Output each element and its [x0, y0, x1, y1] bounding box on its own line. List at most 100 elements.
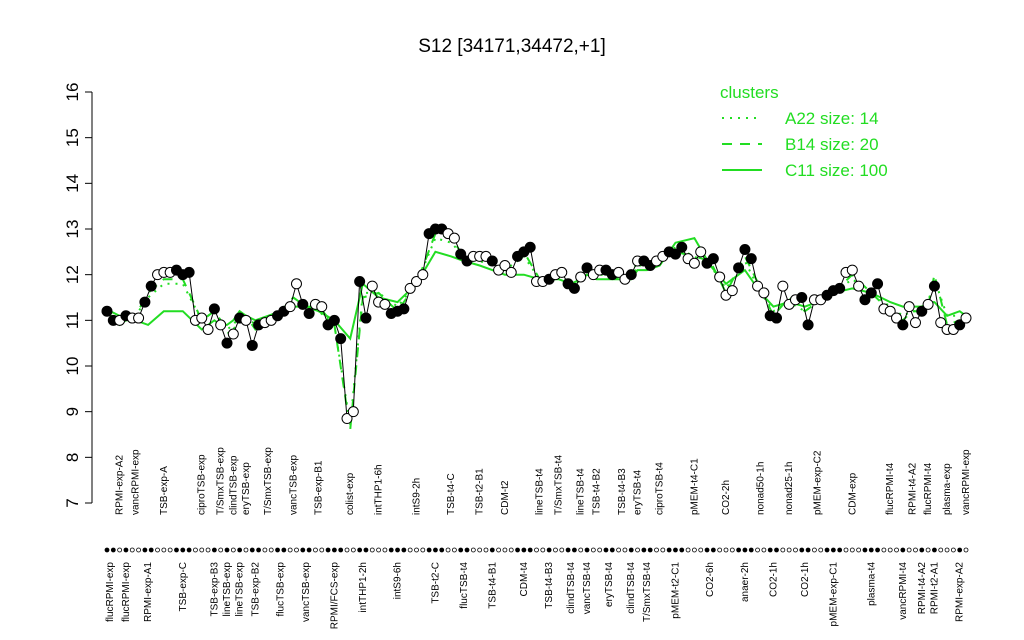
rug-point [470, 547, 476, 553]
rug-point [780, 547, 786, 553]
x-label: TSB-exp-B1 [314, 460, 325, 515]
rug-point [294, 547, 299, 553]
rug-point [357, 547, 363, 553]
x-label: colist-exp [345, 472, 356, 515]
rug-point [376, 547, 381, 553]
x-label: intS9-6h [393, 562, 404, 599]
rug-point [243, 547, 249, 553]
rug-point [515, 547, 520, 553]
rug-point [167, 547, 173, 553]
data-point [366, 280, 378, 292]
rug-point [609, 547, 615, 553]
data-point [922, 298, 934, 310]
rug-point [306, 547, 312, 553]
x-label: TSB-exp-B2 [250, 562, 261, 617]
x-label: flucTSB-exp [276, 562, 287, 617]
data-point [284, 301, 296, 313]
data-point [202, 323, 214, 335]
rug-point [110, 547, 116, 553]
data-point [758, 287, 770, 299]
rug-point [578, 547, 584, 553]
data-point [417, 269, 429, 281]
x-label: TSB-exp-C [178, 562, 189, 611]
data-point [853, 280, 865, 292]
x-label: vancTSB-t4 [582, 562, 593, 615]
data-point [771, 312, 783, 324]
rug-point [521, 547, 527, 553]
data-point [486, 255, 498, 267]
rug-point [186, 547, 192, 553]
x-label: ciproTSB-t4 [655, 462, 666, 515]
rug-point [407, 547, 413, 553]
x-label: RPMI-exp-A1 [143, 562, 154, 622]
x-label: RPMI-exp-A2 [115, 455, 126, 515]
rug-point [818, 547, 824, 553]
rug-point [458, 547, 464, 553]
data-point [625, 269, 637, 281]
rug-point [698, 547, 704, 553]
data-point [568, 282, 580, 294]
x-label: TSB-exp-B3 [209, 562, 220, 617]
rug-point [723, 547, 729, 553]
x-label: vancTSB-exp [301, 562, 312, 622]
y-tick-label: 16 [63, 83, 82, 102]
data-point [455, 248, 467, 260]
x-label: RPMI-exp-A2 [955, 562, 966, 622]
y-tick-label: 10 [63, 357, 82, 376]
rug-point [249, 547, 255, 553]
rug-point [508, 547, 514, 553]
x-label: TSB-t2-B1 [475, 468, 486, 515]
data-point [916, 305, 928, 317]
data-point [208, 303, 220, 315]
y-tick-label: 13 [63, 220, 82, 239]
rug-point [571, 547, 577, 553]
rug-point [262, 547, 268, 553]
rug-point [704, 547, 710, 553]
x-label: CO2-1h [800, 562, 811, 597]
x-label: CO2-1h [768, 562, 779, 597]
x-label: RPMI-t4-A2 [917, 562, 928, 615]
data-point [865, 287, 877, 299]
x-label: eryTSB-t4 [604, 562, 615, 607]
rug-point [812, 547, 817, 553]
rug-point [395, 547, 400, 553]
x-label: intTHP1-2h [358, 562, 369, 613]
rug-point [559, 547, 565, 553]
x-label: flucRPMI-exp [121, 562, 132, 622]
data-point [707, 253, 719, 265]
data-point [139, 296, 151, 308]
rug-point [489, 547, 495, 553]
x-label: clindTSB-t4 [566, 562, 577, 614]
data-point [404, 282, 416, 294]
chart-title: S12 [34171,34472,+1] [418, 36, 606, 57]
x-label: anaer-2h [740, 562, 751, 602]
rug-point [300, 547, 306, 553]
x-label: RPMI-t4-A2 [907, 462, 918, 515]
data-point [960, 312, 972, 324]
x-label: eryTSB-t4 [633, 470, 644, 515]
x-label: vancRPMI-exp [961, 449, 972, 515]
rug-point [237, 547, 243, 553]
x-label: pMEM-exp-C1 [828, 562, 839, 627]
rug-point [331, 547, 337, 553]
rug-point [622, 547, 628, 553]
x-label: T/SmxTSB-exp [216, 447, 227, 515]
x-label: TSB-t4-B3 [617, 468, 628, 515]
rug-point [123, 547, 129, 553]
rug-point [224, 547, 230, 553]
x-label: lineTSB-t4 [535, 468, 546, 515]
data-point [196, 312, 208, 324]
data-point [884, 305, 896, 317]
data-point [796, 292, 808, 303]
rug-point [761, 547, 767, 553]
x-label: clindTSB-t4 [626, 562, 637, 614]
data-point [303, 307, 315, 319]
data-point [802, 319, 814, 331]
data-point [903, 301, 915, 313]
rug-point [136, 547, 141, 553]
x-label: TSB-t4-B2 [592, 468, 603, 515]
data-point [133, 312, 145, 324]
data-point [227, 328, 239, 340]
